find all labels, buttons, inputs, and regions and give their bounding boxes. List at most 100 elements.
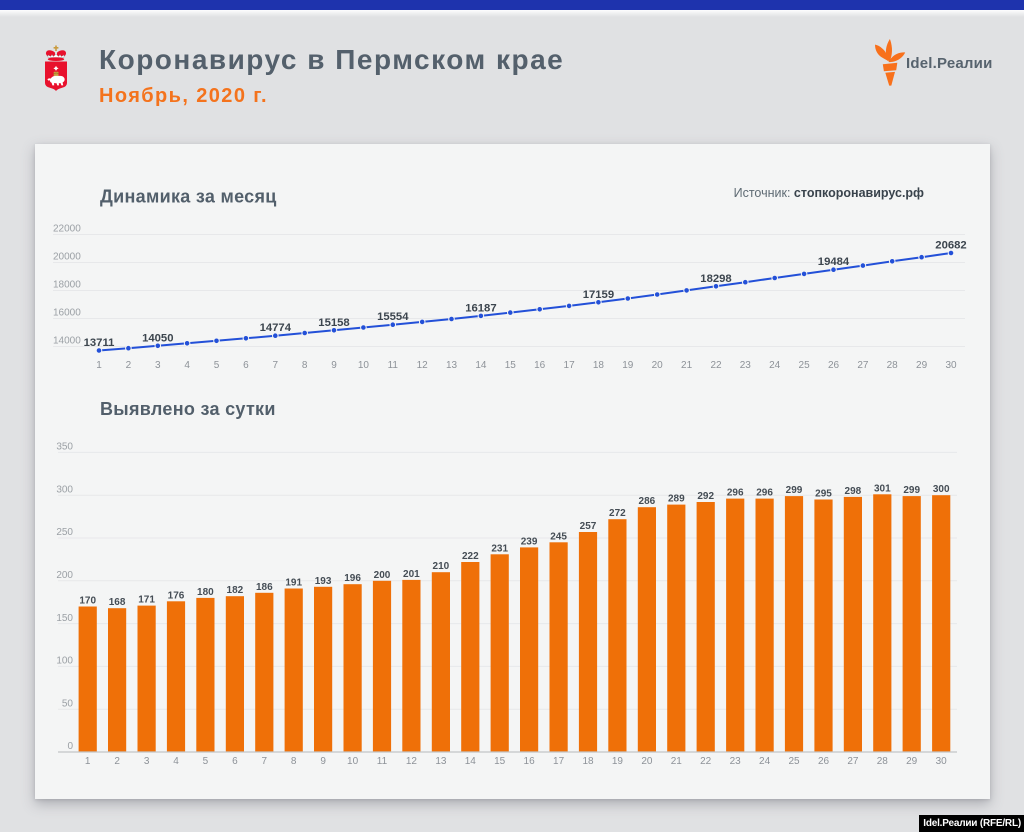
svg-text:19: 19 (622, 360, 634, 371)
svg-text:300: 300 (56, 484, 73, 495)
svg-text:222: 222 (462, 551, 479, 562)
svg-text:10: 10 (347, 756, 359, 767)
svg-text:168: 168 (109, 597, 126, 608)
svg-text:22000: 22000 (53, 224, 81, 235)
svg-text:296: 296 (756, 488, 773, 499)
svg-text:196: 196 (344, 573, 361, 584)
svg-text:176: 176 (168, 590, 185, 601)
svg-text:17: 17 (553, 756, 565, 767)
svg-text:19484: 19484 (818, 256, 850, 268)
svg-text:28: 28 (877, 756, 889, 767)
svg-text:250: 250 (56, 527, 73, 538)
svg-text:272: 272 (609, 508, 626, 519)
svg-text:191: 191 (285, 578, 302, 589)
svg-text:15: 15 (494, 756, 506, 767)
svg-text:30: 30 (945, 360, 957, 371)
svg-text:Выявлено за сутки: Выявлено за сутки (100, 399, 276, 419)
svg-text:193: 193 (315, 576, 332, 587)
svg-text:100: 100 (56, 656, 73, 667)
svg-text:21: 21 (681, 360, 693, 371)
svg-text:25: 25 (788, 756, 800, 767)
svg-text:22: 22 (710, 360, 722, 371)
svg-text:13: 13 (446, 360, 458, 371)
svg-text:18: 18 (582, 756, 594, 767)
svg-text:14050: 14050 (142, 332, 173, 344)
svg-text:11: 11 (377, 756, 388, 767)
svg-text:186: 186 (256, 582, 273, 593)
svg-text:18298: 18298 (700, 273, 731, 285)
svg-text:301: 301 (874, 483, 891, 494)
svg-text:4: 4 (173, 756, 179, 767)
svg-text:170: 170 (79, 596, 96, 607)
svg-text:16: 16 (524, 756, 536, 767)
svg-text:8: 8 (291, 756, 297, 767)
svg-text:210: 210 (433, 561, 450, 572)
svg-text:19: 19 (612, 756, 624, 767)
svg-text:20682: 20682 (935, 240, 966, 252)
svg-text:245: 245 (550, 531, 567, 542)
svg-text:18000: 18000 (53, 280, 81, 291)
svg-text:292: 292 (697, 491, 714, 502)
svg-text:12: 12 (406, 756, 418, 767)
svg-text:15158: 15158 (318, 317, 349, 329)
svg-text:150: 150 (56, 613, 73, 624)
svg-text:299: 299 (903, 485, 920, 496)
svg-text:10: 10 (358, 360, 370, 371)
svg-text:21: 21 (671, 756, 683, 767)
svg-text:27: 27 (857, 360, 869, 371)
svg-text:13711: 13711 (84, 337, 115, 349)
svg-text:14: 14 (475, 360, 487, 371)
svg-text:16: 16 (534, 360, 546, 371)
svg-text:1: 1 (96, 360, 102, 371)
svg-text:0: 0 (67, 741, 73, 752)
svg-text:20: 20 (652, 360, 664, 371)
svg-text:22: 22 (700, 756, 712, 767)
svg-text:201: 201 (403, 569, 420, 580)
svg-text:29: 29 (906, 756, 918, 767)
svg-text:8: 8 (302, 360, 308, 371)
svg-text:28: 28 (887, 360, 899, 371)
svg-text:12: 12 (417, 360, 429, 371)
svg-text:25: 25 (799, 360, 811, 371)
svg-text:286: 286 (639, 496, 656, 507)
svg-text:14: 14 (465, 756, 477, 767)
svg-text:Источник: стопкоронавирус.рф: Источник: стопкоронавирус.рф (734, 186, 924, 200)
svg-text:24: 24 (769, 360, 781, 371)
svg-text:5: 5 (214, 360, 220, 371)
svg-text:9: 9 (331, 360, 337, 371)
svg-text:7: 7 (262, 756, 268, 767)
svg-text:296: 296 (727, 488, 744, 499)
svg-text:26: 26 (828, 360, 840, 371)
svg-text:14000: 14000 (53, 336, 81, 347)
svg-text:18: 18 (593, 360, 605, 371)
svg-text:231: 231 (491, 543, 508, 554)
svg-text:16000: 16000 (53, 308, 81, 319)
svg-text:3: 3 (155, 360, 161, 371)
svg-text:4: 4 (184, 360, 190, 371)
svg-text:23: 23 (740, 360, 752, 371)
svg-text:17159: 17159 (583, 289, 614, 301)
svg-text:15554: 15554 (377, 311, 409, 323)
svg-text:299: 299 (786, 485, 803, 496)
svg-text:Динамика за месяц: Динамика за месяц (100, 187, 277, 207)
svg-text:3: 3 (144, 756, 150, 767)
svg-text:257: 257 (580, 521, 597, 532)
svg-text:20000: 20000 (53, 252, 81, 263)
svg-text:2: 2 (126, 360, 132, 371)
svg-text:1: 1 (85, 756, 91, 767)
svg-text:6: 6 (243, 360, 249, 371)
svg-text:300: 300 (933, 484, 950, 495)
svg-text:9: 9 (320, 756, 326, 767)
svg-text:11: 11 (388, 360, 399, 371)
svg-text:350: 350 (56, 442, 73, 453)
svg-text:289: 289 (668, 494, 685, 505)
svg-text:239: 239 (521, 536, 538, 547)
svg-text:171: 171 (138, 595, 155, 606)
svg-text:7: 7 (273, 360, 279, 371)
svg-text:298: 298 (845, 486, 862, 497)
svg-text:20: 20 (641, 756, 653, 767)
svg-text:14774: 14774 (260, 322, 292, 334)
svg-text:295: 295 (815, 489, 832, 500)
svg-text:50: 50 (62, 698, 74, 709)
svg-text:27: 27 (847, 756, 859, 767)
